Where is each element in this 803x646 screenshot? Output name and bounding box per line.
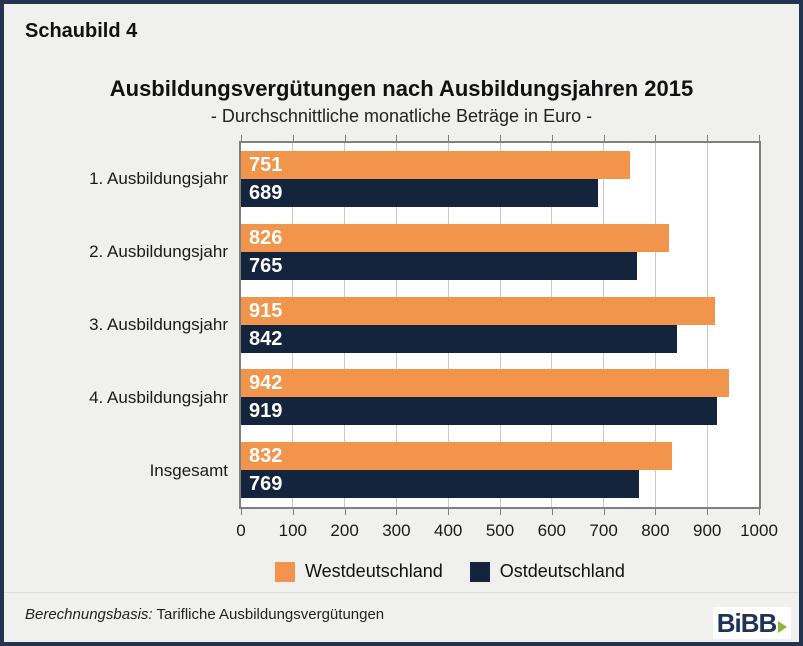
category-label: Insgesamt: [149, 460, 228, 480]
chart-subtitle: - Durchschnittliche monatliche Beträge i…: [210, 106, 593, 126]
bar-ostdeutschland: 689: [241, 179, 598, 207]
x-axis-tick-top: [707, 135, 709, 141]
bar-value-label: 689: [249, 182, 283, 204]
bar-westdeutschland: 915: [241, 296, 715, 325]
bar-ostdeutschland: 769: [241, 470, 640, 499]
x-axis-tick-label: 400: [434, 521, 463, 540]
x-axis-tick-bottom: [551, 509, 553, 515]
bar-value-label: 769: [249, 473, 283, 496]
x-axis-tick-top: [396, 135, 398, 141]
x-axis-tick-label: 900: [693, 521, 722, 540]
bar-ostdeutschland: 919: [241, 397, 718, 426]
bar-value-label: 765: [249, 254, 283, 277]
x-axis-tick-top: [603, 135, 605, 141]
category-label: 3. Ausbildungsjahr: [89, 315, 228, 334]
footer-divider: [4, 592, 799, 593]
x-axis-tick-bottom: [603, 509, 605, 515]
bibb-logo: BiBB: [713, 607, 791, 639]
x-axis-tick-bottom: [448, 509, 450, 515]
x-axis-tick-top: [759, 135, 760, 141]
bar-value-label: 842: [249, 327, 283, 350]
x-axis-tick-label: 300: [382, 521, 411, 540]
x-axis-tick-label: 100: [278, 521, 307, 540]
bar-ostdeutschland: 842: [241, 324, 678, 353]
bar-value-label: 919: [249, 400, 283, 423]
x-axis-tick-label: 0: [236, 521, 246, 540]
x-axis-tick-label: 500: [485, 521, 515, 540]
bar-value-label: 751: [249, 154, 283, 176]
x-axis-tick-top: [344, 135, 346, 141]
figure-label: Schaubild 4: [25, 20, 138, 42]
x-axis-tick-label: 800: [641, 521, 670, 540]
legend-label: Westdeutschland: [305, 561, 443, 581]
x-axis-tick-bottom: [344, 509, 346, 515]
plot-area: 751 689 826 765 915 842 942 919 832 769: [239, 141, 761, 509]
footnote: Berechnungsbasis: Tarifliche Ausbildungs…: [25, 606, 384, 623]
x-axis-tick-bottom: [759, 509, 760, 515]
x-axis-tick-label: 600: [537, 521, 566, 540]
gridline: [706, 143, 708, 507]
category-label: 1. Ausbildungsjahr: [89, 169, 228, 189]
legend-swatch-ostdeutschland: [469, 561, 490, 582]
bar-value-label: 826: [249, 226, 283, 249]
legend: Westdeutschland Ostdeutschland: [275, 561, 625, 582]
x-axis-tick-bottom: [655, 509, 657, 515]
x-axis-tick-bottom: [292, 509, 294, 515]
legend-swatch-westdeutschland: [275, 561, 295, 582]
bar-westdeutschland: 751: [241, 151, 631, 179]
bibb-logo-arrow-icon: [778, 621, 788, 633]
category-label: 2. Ausbildungsjahr: [89, 242, 228, 262]
bar-value-label: 832: [249, 445, 283, 468]
category-label: 4. Ausbildungsjahr: [89, 387, 228, 407]
x-axis-tick-label: 200: [330, 521, 359, 540]
legend-item: Ostdeutschland: [469, 561, 625, 582]
x-axis-tick-top: [500, 135, 501, 141]
legend-label: Ostdeutschland: [499, 561, 625, 581]
x-axis-tick-top: [448, 135, 450, 141]
footnote-text: Tarifliche Ausbildungsvergütungen: [156, 606, 385, 623]
x-axis-tick-bottom: [500, 509, 501, 515]
legend-item: Westdeutschland: [275, 561, 443, 582]
x-axis-tick-bottom: [707, 509, 709, 515]
bar-westdeutschland: 942: [241, 369, 729, 398]
chart-title: Ausbildungsvergütungen nach Ausbildungsj…: [109, 76, 694, 101]
x-axis-tick-top: [551, 135, 553, 141]
footnote-prefix: Berechnungsbasis:: [25, 606, 153, 623]
bar-value-label: 915: [249, 299, 283, 322]
bibb-logo-text: BiBB: [716, 608, 778, 638]
x-axis-tick-label: 1000: [740, 521, 778, 540]
x-axis-tick-top: [292, 135, 294, 141]
bar-ostdeutschland: 765: [241, 251, 638, 280]
bar-westdeutschland: 832: [241, 442, 672, 471]
x-axis-tick-bottom: [396, 509, 398, 515]
x-axis-tick-top: [241, 135, 242, 141]
bar-value-label: 942: [249, 372, 283, 395]
x-axis-tick-label: 700: [589, 521, 618, 540]
bar-westdeutschland: 826: [241, 223, 669, 252]
x-axis-tick-top: [655, 135, 657, 141]
x-axis-tick-bottom: [241, 509, 242, 515]
